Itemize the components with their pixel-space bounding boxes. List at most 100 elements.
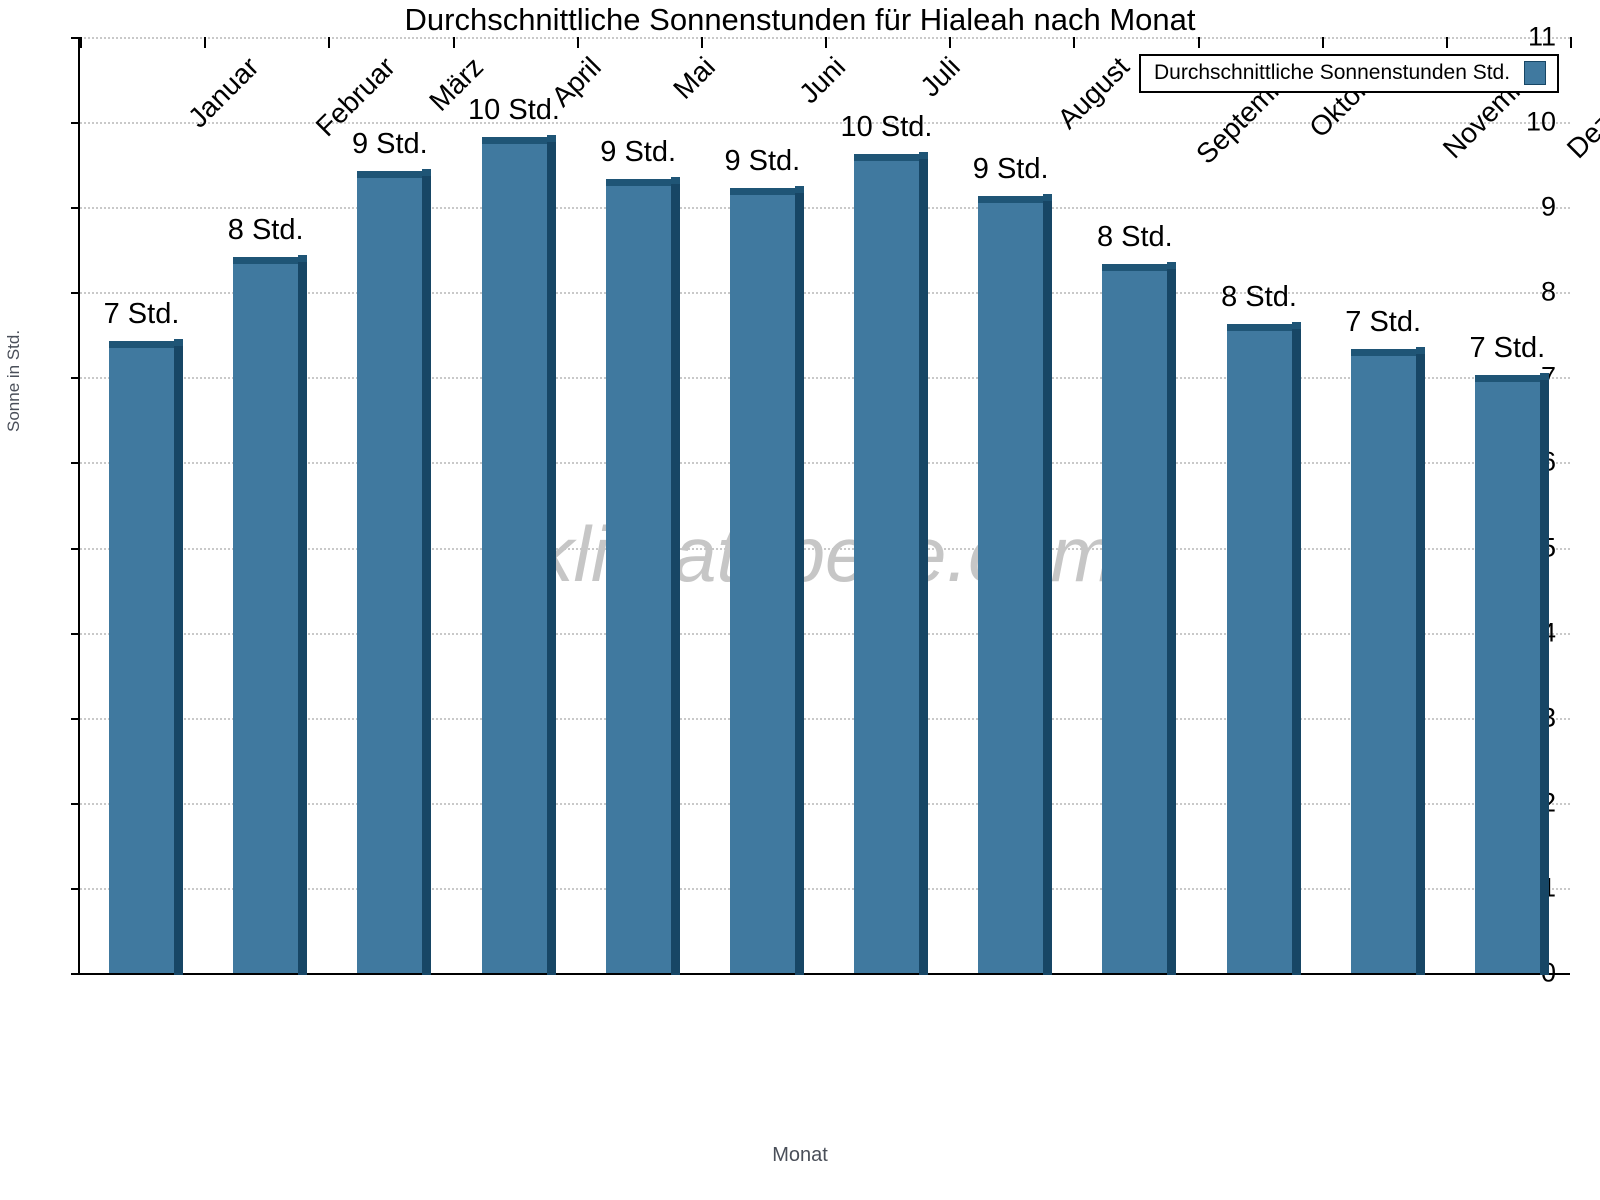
bar-face xyxy=(481,136,547,973)
x-tick-mark xyxy=(700,37,703,48)
bar-value-label: 9 Std. xyxy=(351,128,428,161)
bar-top-edge xyxy=(1474,374,1540,382)
y-tick-mark xyxy=(71,462,80,465)
bar-value-label: 7 Std. xyxy=(103,297,180,330)
y-axis-title: Sonne in Std. xyxy=(4,329,23,432)
bar-top-cap xyxy=(1539,372,1549,380)
gridline xyxy=(80,122,1570,125)
bars-layer: 7 Std. 8 Std. 9 Std. 10 Std. 9 Std. 9 Std. 10 … xyxy=(80,37,1570,975)
bar-top-edge xyxy=(1350,349,1416,357)
bar-dezember[interactable]: 7 Std. xyxy=(1469,332,1549,975)
bar-face xyxy=(1474,374,1540,973)
y-tick-label: 10 xyxy=(1525,106,1556,137)
x-tick-mark xyxy=(1197,37,1200,48)
bar-value-label: 8 Std. xyxy=(1221,280,1297,313)
y-tick-mark xyxy=(71,632,80,635)
x-tick-mark xyxy=(204,37,207,48)
x-tick-mark xyxy=(1073,37,1076,48)
bar-september[interactable]: 8 Std. xyxy=(1097,221,1177,975)
bar-side-shadow xyxy=(794,189,804,975)
gridline xyxy=(80,462,1570,465)
bar-top-edge xyxy=(854,153,919,161)
bar-top-cap xyxy=(1291,321,1301,329)
bar-top-cap xyxy=(670,177,680,185)
bar-side-shadow xyxy=(1291,325,1301,975)
bar-mai[interactable]: 9 Std. xyxy=(600,136,680,975)
y-tick-mark xyxy=(71,122,80,125)
y-tick-label: 8 xyxy=(1540,276,1556,307)
bar-februar[interactable]: 8 Std. xyxy=(228,214,308,975)
bar-value-label: 8 Std. xyxy=(1096,221,1173,254)
x-tick-mark xyxy=(1321,37,1324,48)
bar-value-label: 9 Std. xyxy=(724,144,801,177)
bar-value-label: 9 Std. xyxy=(600,136,677,169)
bar-face xyxy=(357,171,423,973)
gridline xyxy=(80,802,1570,805)
bar-märz[interactable]: 9 Std. xyxy=(352,128,432,975)
bar-value-label: 9 Std. xyxy=(972,153,1049,186)
y-tick-mark xyxy=(71,717,80,720)
bar-side-shadow xyxy=(919,155,928,975)
bar-juli[interactable]: 10 Std. xyxy=(841,111,932,975)
x-tick-mark xyxy=(1445,37,1448,48)
bar-side-shadow xyxy=(298,258,308,975)
legend-swatch-icon xyxy=(1524,61,1547,85)
bar-face xyxy=(854,153,919,973)
legend[interactable]: Durchschnittliche Sonnenstunden Std. xyxy=(1139,54,1560,93)
bar-top-cap xyxy=(919,151,928,159)
y-tick-mark xyxy=(71,887,80,890)
bar-face xyxy=(109,340,174,973)
bar-august[interactable]: 9 Std. xyxy=(973,153,1053,975)
bar-value-label: 10 Std. xyxy=(468,93,560,126)
bar-top-cap xyxy=(794,185,804,193)
gridline xyxy=(80,547,1570,550)
bar-value-label: 8 Std. xyxy=(227,213,304,246)
y-tick-mark xyxy=(71,292,80,295)
chart-title: Durchschnittliche Sonnenstunden für Hial… xyxy=(404,2,1196,37)
x-tick-mark xyxy=(825,37,827,48)
bar-top-edge xyxy=(1226,323,1292,331)
bar-januar[interactable]: 7 Std. xyxy=(104,298,183,975)
bar-november[interactable]: 7 Std. xyxy=(1345,306,1425,975)
bar-oktober[interactable]: 8 Std. xyxy=(1221,281,1301,975)
bar-face xyxy=(1350,349,1416,973)
bar-top-edge xyxy=(357,171,423,179)
legend-label: Durchschnittliche Sonnenstunden Std. xyxy=(1154,61,1511,84)
bar-face xyxy=(233,256,299,973)
y-tick-mark xyxy=(71,973,80,975)
plot-area: klimatabelle.com 7 Std. 8 Std. 9 Std. 10 St… xyxy=(71,22,1600,988)
bar-value-label: 7 Std. xyxy=(1469,331,1546,364)
bar-value-label: 7 Std. xyxy=(1345,306,1422,339)
gridline xyxy=(80,377,1570,380)
bar-juni[interactable]: 9 Std. xyxy=(724,145,804,975)
bar-side-shadow xyxy=(174,342,183,975)
gridline xyxy=(80,292,1570,295)
bar-face xyxy=(1102,264,1168,973)
bar-top-cap xyxy=(1167,262,1177,270)
gridline xyxy=(80,207,1570,210)
x-axis-title: Monat xyxy=(772,1144,828,1166)
bar-top-edge xyxy=(978,196,1044,204)
y-tick-label: 11 xyxy=(1527,21,1556,52)
bar-top-edge xyxy=(1102,264,1168,272)
y-tick-mark xyxy=(71,207,80,210)
y-tick-mark xyxy=(71,547,80,550)
bar-side-shadow xyxy=(670,181,680,975)
gridline xyxy=(80,717,1570,720)
bar-face xyxy=(729,187,795,973)
bar-face xyxy=(1226,323,1292,973)
x-tick-mark xyxy=(80,37,82,48)
bar-top-edge xyxy=(109,340,174,348)
bar-top-cap xyxy=(1043,194,1053,202)
bar-face xyxy=(605,179,671,973)
bar-top-edge xyxy=(605,179,671,187)
bar-april[interactable]: 10 Std. xyxy=(468,94,560,975)
bar-side-shadow xyxy=(1167,266,1177,975)
bar-side-shadow xyxy=(1415,351,1425,975)
bar-top-cap xyxy=(422,169,432,177)
bar-top-edge xyxy=(729,187,795,195)
y-tick-label: 9 xyxy=(1540,191,1556,222)
bar-top-cap xyxy=(546,134,556,142)
bar-side-shadow xyxy=(422,173,432,975)
